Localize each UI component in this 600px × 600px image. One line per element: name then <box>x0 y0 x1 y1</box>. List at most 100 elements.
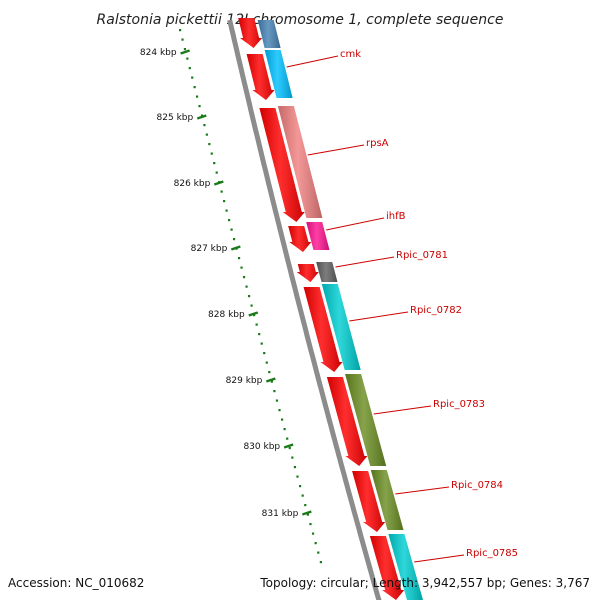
ruler-minor-tick <box>220 190 223 193</box>
ruler-minor-tick <box>227 219 231 222</box>
ruler-minor-tick <box>317 551 320 554</box>
ruler-minor-tick <box>210 152 213 155</box>
ruler-major-tick <box>180 49 190 55</box>
ruler-minor-tick <box>265 361 268 364</box>
ruler-minor-tick <box>319 561 322 564</box>
ruler-major-tick <box>213 180 224 186</box>
ruler-minor-tick <box>245 285 248 288</box>
ruler-tick-label: 827 kbp <box>191 244 228 254</box>
ruler-minor-tick <box>200 114 204 117</box>
cds-arrow-shade <box>259 108 305 222</box>
gene-label-leader <box>373 405 432 415</box>
gene-block-shade <box>277 106 323 218</box>
cds-arrow-shade <box>352 471 386 532</box>
ruler-minor-tick <box>198 105 201 108</box>
gene-block-shade <box>388 534 423 600</box>
cds-arrow-shade <box>303 287 343 372</box>
ruler-tick-label: 825 kbp <box>157 113 194 123</box>
ruler-minor-tick <box>268 371 271 374</box>
ruler-minor-tick <box>283 428 286 431</box>
ruler-tick-label: 829 kbp <box>226 376 263 386</box>
gene-label: cmk <box>340 49 361 60</box>
map-title: Ralstonia pickettii 12J chromosome 1, co… <box>97 12 504 28</box>
gene-label-leader <box>349 311 409 322</box>
ruler-minor-tick <box>280 418 284 421</box>
ruler-minor-tick <box>213 162 216 165</box>
cds-arrow-shade <box>369 536 405 600</box>
ruler-minor-tick <box>186 57 189 60</box>
cds-arrow-shade <box>288 226 312 252</box>
ruler-minor-tick <box>188 67 191 70</box>
ruler-tick-label: 828 kbp <box>208 310 245 320</box>
ruler-minor-tick <box>311 532 315 535</box>
gene-label: Rpic_0781 <box>396 250 448 261</box>
gene-label-leader <box>307 144 365 156</box>
gene-label: rpsA <box>366 138 389 149</box>
gene-label-leader <box>286 55 339 68</box>
backbone-line <box>227 19 382 600</box>
ruler-tick-label: 824 kbp <box>140 48 177 58</box>
ruler-minor-tick <box>223 200 226 203</box>
gene-block-shade <box>321 284 361 370</box>
ruler-minor-tick <box>258 333 261 336</box>
gene-block-shade <box>316 262 338 282</box>
ruler-minor-tick <box>293 466 297 469</box>
topology-summary: Topology: circular; Length: 3,942,557 bp… <box>259 576 590 590</box>
gene-block-shade <box>264 50 293 98</box>
gene-label: Rpic_0784 <box>451 480 503 491</box>
ruler-minor-tick <box>301 494 304 497</box>
ruler-minor-tick <box>208 143 211 146</box>
ruler-major-tick <box>196 114 207 120</box>
gene-block-shade <box>306 222 330 250</box>
ruler-minor-tick <box>270 380 273 383</box>
ruler-major-tick <box>283 443 294 449</box>
backbone <box>227 19 382 600</box>
ruler-minor-tick <box>260 342 263 345</box>
gene-block-shade <box>370 470 404 530</box>
ruler-minor-tick <box>255 323 258 326</box>
gene-label: Rpic_0782 <box>410 305 462 316</box>
gene-label-leader <box>395 486 450 495</box>
ruler-minor-tick <box>237 257 241 260</box>
cds-arrow-shade <box>296 264 319 282</box>
gene-label-leader <box>326 217 385 231</box>
ruler-minor-tick <box>296 475 299 478</box>
ruler-minor-tick <box>215 171 218 174</box>
gene-block-shade <box>345 374 387 466</box>
cds-arrow-shade <box>246 54 275 100</box>
ruler-tick-label: 831 kbp <box>262 509 299 519</box>
accession-text: Accession: NC_010682 <box>8 576 144 590</box>
ruler-minor-tick <box>203 124 206 127</box>
gene-label: ihfB <box>386 211 406 222</box>
gene-label: Rpic_0785 <box>466 548 518 559</box>
ruler-tick-label: 830 kbp <box>243 442 280 452</box>
ruler-tick-label: 826 kbp <box>174 179 211 189</box>
ruler-minor-tick <box>250 304 253 307</box>
ruler-minor-tick <box>286 437 289 440</box>
ruler-minor-tick <box>242 276 246 279</box>
ruler-minor-tick <box>304 504 307 507</box>
ruler-minor-tick <box>232 238 236 241</box>
gene-label-leader <box>335 256 395 268</box>
ruler-minor-tick <box>309 523 312 526</box>
cds-arrow-shade <box>326 377 368 466</box>
ruler-major-tick <box>265 377 276 383</box>
ruler-minor-tick <box>183 48 187 51</box>
ruler-minor-tick <box>247 295 251 298</box>
ruler-major-tick <box>248 311 259 317</box>
ruler-minor-tick <box>263 352 266 355</box>
kbp-ruler: 824 kbp 825 kbp 826 kbp 827 kbp 828 kbp 829 k… <box>140 29 322 564</box>
gene-block-partial-shade <box>257 20 281 48</box>
cds-track <box>238 18 405 600</box>
ruler-minor-tick <box>191 76 194 79</box>
ruler-minor-tick <box>181 38 184 41</box>
ruler-minor-tick <box>288 447 291 450</box>
ruler-minor-tick <box>230 228 233 231</box>
ruler-minor-tick <box>314 542 317 545</box>
ruler-minor-tick <box>275 399 279 402</box>
ruler-minor-tick <box>306 513 309 516</box>
ruler-minor-tick <box>240 266 243 269</box>
ruler-minor-tick <box>278 409 281 412</box>
ruler-minor-tick <box>298 485 302 488</box>
